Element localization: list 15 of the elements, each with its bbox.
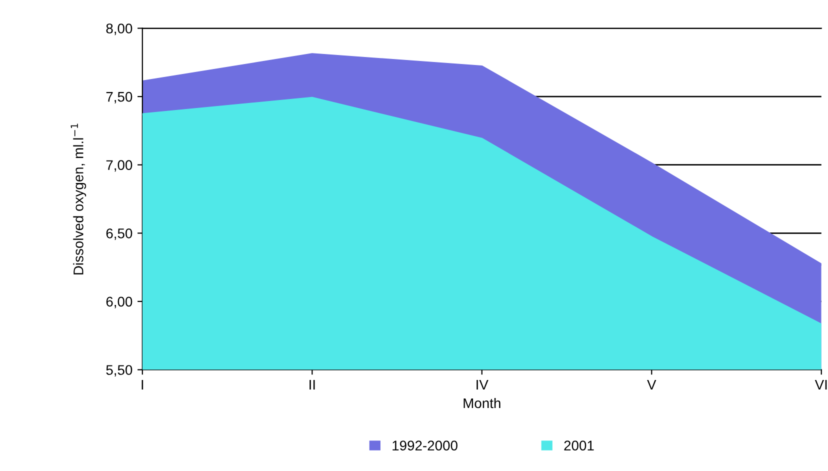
- legend-label: 2001: [564, 440, 594, 450]
- y-tick-label: 7,50: [106, 92, 132, 104]
- x-tick-label: II: [310, 380, 315, 390]
- y-tick-label: 8,00: [106, 24, 132, 36]
- legend-label: 1992-2000: [392, 440, 458, 450]
- x-tick-label: V: [647, 380, 656, 390]
- y-axis-title: Dissolved oxygen, ml.l$^{−1}$: [70, 124, 86, 274]
- y-tick-label: 6,50: [106, 228, 132, 240]
- x-tick-label: I: [142, 380, 144, 390]
- y-tick-label: 7,00: [106, 160, 132, 172]
- x-tick-label: IV: [476, 380, 488, 390]
- x-axis-title: Month: [464, 398, 500, 408]
- y-tick-label: 5,50: [106, 365, 132, 377]
- x-tick-label: VI: [814, 380, 827, 390]
- y-tick-label: 6,00: [106, 296, 132, 308]
